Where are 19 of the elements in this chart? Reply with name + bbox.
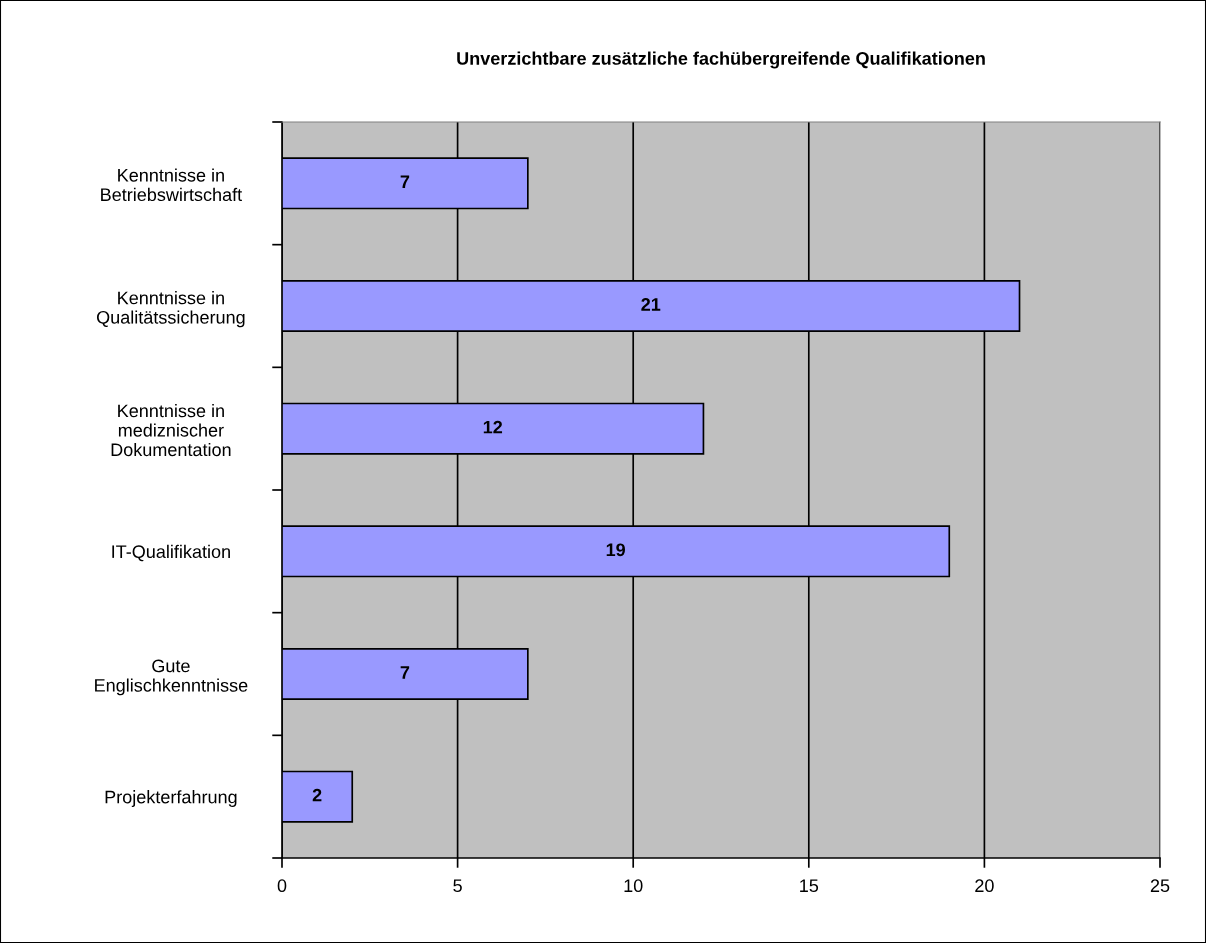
y-tick-label: Projekterfahrung [105, 790, 237, 807]
x-tick-label: 20 [975, 879, 994, 893]
data-label: 21 [641, 298, 661, 311]
x-tick-label: 15 [800, 879, 819, 893]
y-tick-label: Kenntnisse in mediznischer Dokumentation [111, 403, 231, 457]
data-label: 2 [312, 788, 322, 802]
x-tick-label: 5 [453, 879, 462, 893]
y-tick-label: Gute Englischkenntnisse [95, 659, 248, 696]
x-tick-label: 25 [1150, 879, 1170, 893]
data-label: 7 [400, 666, 410, 679]
data-label: 7 [400, 175, 410, 188]
y-tick-label: IT-Qualifikation [112, 544, 230, 562]
y-tick-label: Kenntnisse in Qualitätssicherung [96, 291, 245, 328]
data-label: 19 [606, 543, 626, 557]
y-tick-label: Kenntnisse in Betriebswirtschaft [101, 168, 242, 202]
data-label: 12 [483, 420, 503, 434]
x-tick-label: 0 [277, 879, 287, 893]
chart-title: Unverzichtbare zusätzliche fachübergreifende Qualifikationen [457, 51, 985, 69]
x-tick-label: 10 [624, 879, 643, 893]
